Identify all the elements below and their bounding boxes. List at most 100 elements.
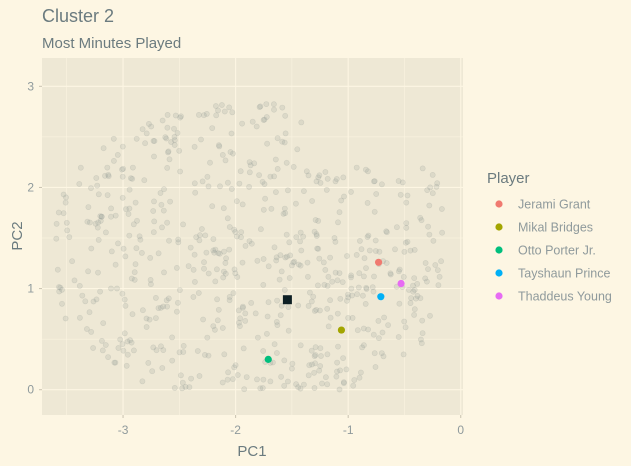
background-point [155, 305, 162, 311]
background-point [300, 188, 307, 194]
background-point [246, 169, 253, 176]
background-point [402, 324, 409, 331]
background-point [236, 180, 243, 187]
background-point [422, 260, 429, 266]
background-point [363, 265, 369, 271]
background-point [331, 235, 338, 241]
background-point [339, 279, 346, 285]
background-point [361, 255, 368, 262]
background-point [349, 314, 356, 321]
background-point [400, 273, 407, 280]
background-point [163, 135, 170, 142]
background-point [134, 217, 140, 224]
background-point [234, 274, 241, 280]
background-point [62, 199, 69, 206]
background-point [308, 298, 315, 305]
background-point [425, 223, 431, 230]
background-point [325, 273, 332, 280]
background-point [105, 173, 112, 180]
background-point [371, 208, 378, 215]
background-point [205, 270, 212, 277]
background-point [371, 178, 378, 184]
background-point [269, 359, 276, 366]
background-point [303, 168, 310, 175]
background-point [387, 270, 394, 277]
legend-label: Thaddeus Young [518, 290, 612, 304]
background-point [242, 317, 249, 324]
background-point [396, 300, 403, 307]
background-point [260, 348, 267, 354]
background-point [260, 256, 267, 262]
background-point [400, 351, 407, 358]
background-point [86, 309, 93, 316]
background-point [260, 376, 267, 383]
background-point [147, 254, 154, 261]
background-point [312, 344, 319, 351]
background-point [142, 140, 148, 147]
background-point [260, 206, 267, 213]
background-point [348, 285, 355, 292]
background-point [336, 209, 343, 216]
background-point [93, 175, 100, 181]
background-point [362, 166, 369, 173]
background-point [325, 323, 332, 330]
background-point [358, 246, 365, 253]
background-point [340, 174, 347, 181]
background-point [224, 376, 231, 383]
background-point [97, 217, 104, 224]
background-point [383, 228, 390, 235]
background-point [322, 374, 329, 381]
background-point [376, 248, 383, 255]
background-point [265, 299, 272, 306]
background-point [102, 172, 108, 179]
background-point [410, 288, 417, 295]
background-point [212, 103, 219, 109]
background-point [381, 314, 387, 321]
background-point [278, 373, 284, 380]
background-point [407, 247, 414, 254]
background-point [411, 311, 417, 318]
background-point [359, 292, 366, 299]
background-point [427, 184, 434, 191]
background-point [143, 324, 150, 330]
y-tick-label: 2 [27, 180, 34, 194]
background-point [313, 306, 320, 313]
background-point [169, 334, 175, 341]
y-axis-title: PC2 [9, 221, 26, 250]
background-point [327, 297, 333, 304]
background-point [62, 315, 69, 322]
background-point [219, 325, 226, 331]
background-point [119, 173, 126, 180]
x-axis-title: PC1 [237, 443, 266, 460]
background-point [364, 234, 371, 240]
background-point [395, 334, 402, 340]
background-point [123, 362, 130, 369]
background-point [272, 156, 279, 163]
background-point [213, 266, 220, 273]
background-point [264, 140, 270, 147]
background-point [131, 269, 138, 276]
background-point [215, 306, 222, 313]
background-point [77, 164, 84, 171]
background-point [230, 290, 237, 296]
background-point [350, 382, 357, 389]
background-point [124, 351, 131, 358]
background-point [131, 276, 138, 283]
background-point [321, 281, 328, 288]
background-point [110, 135, 117, 142]
background-point [88, 245, 95, 252]
background-point [270, 101, 277, 108]
background-point [220, 274, 227, 281]
background-point [175, 239, 182, 246]
x-tick-label: -2 [230, 423, 241, 437]
background-point [274, 322, 281, 328]
background-point [97, 213, 104, 219]
background-point [336, 386, 343, 393]
background-point [297, 342, 304, 349]
background-point [231, 266, 238, 273]
background-point [393, 283, 400, 290]
background-point [108, 205, 114, 212]
background-point [412, 295, 419, 302]
background-point [426, 202, 433, 209]
